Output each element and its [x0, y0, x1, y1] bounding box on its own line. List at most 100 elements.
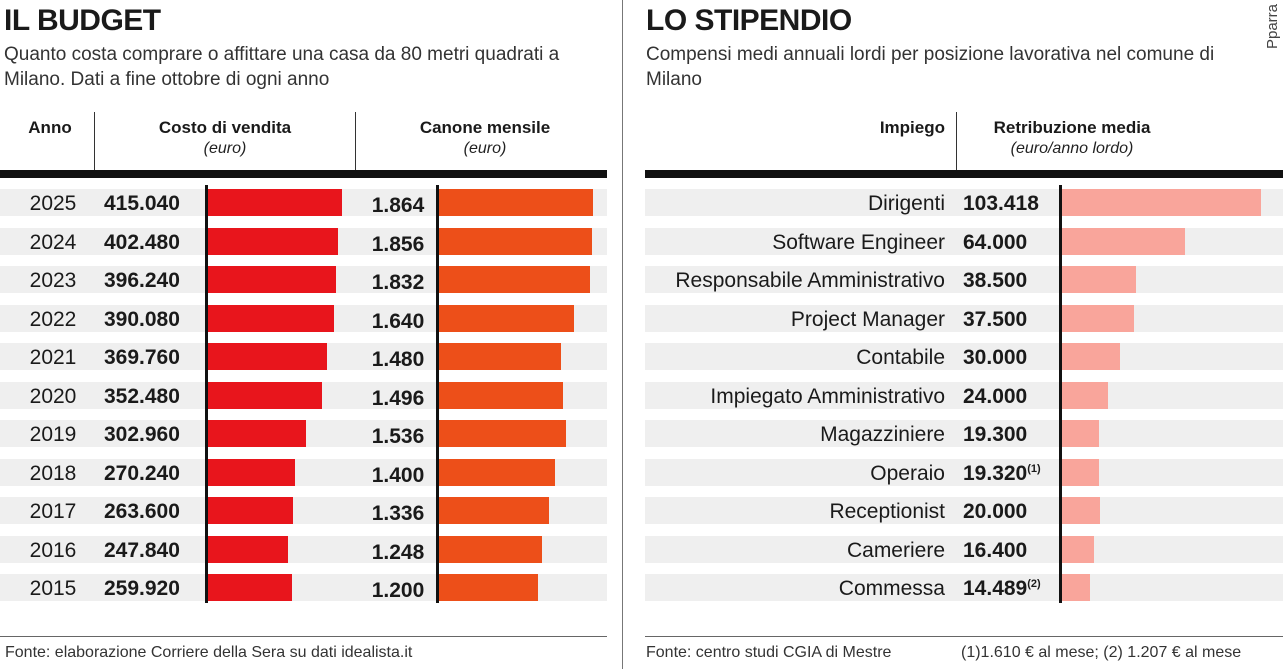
year-label: 2018	[29, 461, 77, 485]
col-header-impiego: Impiego	[879, 118, 945, 137]
rent-bar	[439, 343, 561, 370]
salary-value-label: 19.320(1)	[963, 461, 1041, 485]
sale-bar	[208, 458, 295, 486]
header-separator	[956, 112, 957, 170]
footer-rule	[645, 636, 1283, 637]
year-label: 2016	[29, 538, 77, 562]
salary-bar	[1062, 189, 1261, 216]
sale-bar	[208, 535, 288, 563]
header-separator	[355, 112, 356, 170]
sale-bar	[208, 304, 334, 332]
salary-value-label: 19.300	[963, 423, 1028, 446]
salary-value-label: 14.489(2)	[963, 577, 1041, 600]
rent-bar	[439, 497, 549, 524]
salary-bar-axis	[1059, 185, 1062, 603]
salary-panel: LO STIPENDIO Compensi medi annuali lordi…	[645, 0, 1283, 669]
job-label: Commessa	[838, 577, 945, 600]
salary-value-label: 24.000	[963, 384, 1028, 408]
salary-bar	[1062, 535, 1094, 563]
rent-value-label: 1.864	[371, 194, 425, 217]
sale-value-label: 352.480	[104, 384, 180, 408]
rent-bar-axis	[436, 185, 439, 603]
job-label: Software Engineer	[772, 230, 945, 254]
sale-bar	[208, 227, 338, 255]
row-stripe	[645, 574, 1283, 601]
year-label: 2023	[29, 269, 77, 292]
sale-value-label: 390.080	[104, 307, 180, 331]
salary-value-label: 16.400	[963, 538, 1028, 562]
sale-value-label: 247.840	[104, 538, 180, 562]
rent-value-label: 1.496	[371, 386, 425, 410]
rent-value-label: 1.832	[371, 271, 425, 294]
salary-bar	[1062, 574, 1090, 601]
footnote-marker: (2)	[1027, 578, 1041, 590]
rent-value-label: 1.248	[371, 540, 425, 564]
salary-subtitle: Compensi medi annuali lordi per posizion…	[646, 44, 1215, 90]
footer-rule	[0, 636, 607, 637]
year-label: 2019	[29, 423, 77, 446]
rent-bar	[439, 189, 593, 216]
rent-bar	[439, 381, 563, 409]
panel-divider	[622, 0, 623, 669]
rent-value-label: 1.640	[371, 309, 425, 333]
col-header-anno: Anno	[28, 118, 72, 137]
salary-bar	[1062, 497, 1100, 524]
year-label: 2024	[29, 230, 77, 254]
rent-bar	[439, 574, 538, 601]
salary-value-label: 38.500	[963, 269, 1028, 292]
salary-bar	[1062, 227, 1185, 255]
row-stripe	[645, 497, 1283, 524]
sale-bar	[208, 189, 342, 216]
job-label: Contabile	[856, 346, 945, 369]
rent-value-label: 1.200	[371, 579, 425, 602]
rent-value-label: 1.400	[371, 463, 425, 487]
salary-value-label: 37.500	[963, 307, 1028, 331]
rent-value-label: 1.480	[371, 348, 425, 371]
job-label: Receptionist	[829, 500, 945, 523]
budget-source: Fonte: elaborazione Corriere della Sera …	[5, 644, 413, 661]
rent-value-label: 1.536	[371, 425, 425, 448]
col-header-vendita: Costo di vendita	[158, 118, 292, 137]
job-label: Project Manager	[790, 307, 945, 331]
salary-bar	[1062, 266, 1136, 293]
year-label: 2021	[29, 346, 77, 369]
sale-value-label: 396.240	[104, 269, 180, 292]
sale-bar	[208, 574, 292, 601]
job-label: Magazziniere	[820, 423, 945, 446]
row-stripe	[645, 381, 1283, 409]
rent-bar	[439, 535, 542, 563]
col-header-retribuzione-unit: (euro/anno lordo)	[1010, 140, 1134, 157]
rent-value-label: 1.336	[371, 502, 425, 525]
budget-title: IL BUDGET	[4, 4, 161, 37]
sale-bar	[208, 381, 322, 409]
salary-bar	[1062, 458, 1099, 486]
year-label: 2015	[29, 577, 77, 600]
year-label: 2025	[29, 192, 77, 215]
year-label: 2020	[29, 384, 77, 408]
header-rule	[0, 170, 607, 178]
salary-bar	[1062, 343, 1120, 370]
job-label: Operaio	[870, 461, 945, 485]
budget-panel: IL BUDGET Quanto costa comprare o affitt…	[0, 0, 607, 669]
job-label: Responsabile Amministrativo	[675, 269, 945, 292]
sale-value-label: 402.480	[104, 230, 180, 254]
sale-value-label: 270.240	[104, 461, 180, 485]
rent-value-label: 1.856	[371, 232, 425, 256]
row-stripe	[645, 266, 1283, 293]
sale-bar	[208, 343, 327, 370]
header-separator	[94, 112, 95, 170]
col-header-vendita-unit: (euro)	[203, 140, 247, 157]
year-label: 2022	[29, 307, 77, 331]
header-rule	[645, 170, 1283, 178]
sale-value-label: 263.600	[104, 500, 180, 523]
job-label: Impiegato Amministrativo	[710, 384, 945, 408]
salary-value-label: 20.000	[963, 500, 1028, 523]
salary-bar	[1062, 304, 1134, 332]
row-stripe	[645, 458, 1283, 486]
sale-value-label: 415.040	[104, 192, 180, 215]
salary-source: Fonte: centro studi CGIA di Mestre	[646, 644, 892, 661]
col-header-canone-unit: (euro)	[463, 140, 507, 157]
sale-bar	[208, 266, 336, 293]
row-stripe	[645, 420, 1283, 447]
sale-bar	[208, 420, 306, 447]
